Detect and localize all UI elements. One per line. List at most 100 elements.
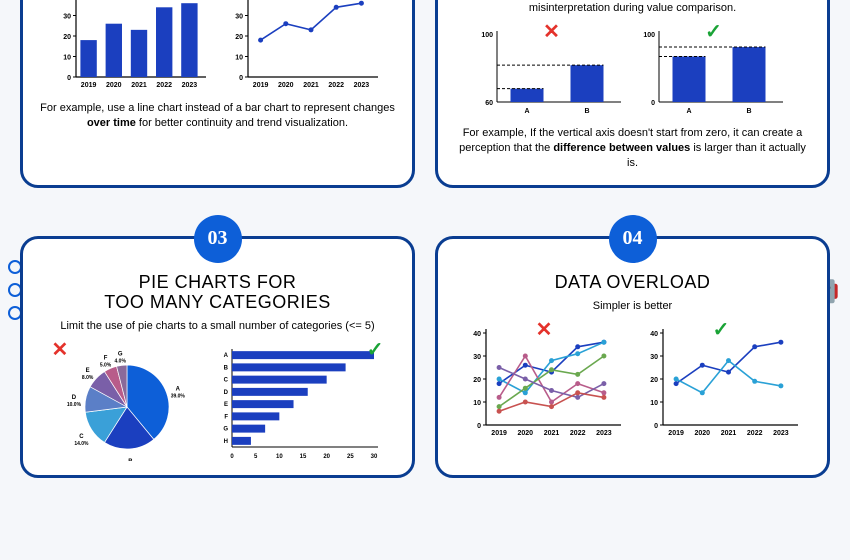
panel-zero-baseline: OF BAR CHARTS Ensure the y-axis of bar c… xyxy=(435,0,830,188)
panel4-wrong: ✕ 01020304020192020202120222023 xyxy=(462,321,627,441)
svg-text:25: 25 xyxy=(346,454,353,460)
svg-text:B: B xyxy=(746,108,751,115)
svg-text:2021: 2021 xyxy=(543,430,559,437)
svg-text:H: H xyxy=(223,439,227,445)
svg-text:2022: 2022 xyxy=(328,82,344,89)
svg-text:2022: 2022 xyxy=(569,430,585,437)
svg-text:A: A xyxy=(524,108,529,115)
svg-text:2021: 2021 xyxy=(131,82,147,89)
svg-text:4.0%: 4.0% xyxy=(114,358,126,364)
svg-text:2021: 2021 xyxy=(720,430,736,437)
svg-text:30: 30 xyxy=(650,354,658,361)
svg-text:0: 0 xyxy=(654,423,658,430)
svg-text:2023: 2023 xyxy=(596,430,612,437)
svg-text:2023: 2023 xyxy=(353,82,369,89)
check-icon: ✓ xyxy=(713,317,730,342)
svg-text:10: 10 xyxy=(650,400,658,407)
svg-text:2020: 2020 xyxy=(278,82,294,89)
x-icon: ✕ xyxy=(52,337,69,362)
svg-text:0: 0 xyxy=(239,75,243,82)
svg-text:8.0%: 8.0% xyxy=(81,375,93,381)
svg-text:2019: 2019 xyxy=(491,430,507,437)
panel3-sub: Limit the use of pie charts to a small n… xyxy=(39,319,396,333)
svg-text:0: 0 xyxy=(230,454,234,460)
svg-text:10: 10 xyxy=(473,400,481,407)
panel4-right: ✓ 01020304020192020202120222023 xyxy=(639,321,804,441)
svg-text:2022: 2022 xyxy=(746,430,762,437)
svg-text:14.0%: 14.0% xyxy=(74,441,89,447)
svg-text:2019: 2019 xyxy=(80,82,96,89)
svg-text:F: F xyxy=(103,355,107,361)
panel1-right: ✓ 01020304020192020202120222023 xyxy=(224,0,384,93)
svg-text:2021: 2021 xyxy=(303,82,319,89)
svg-text:2019: 2019 xyxy=(668,430,684,437)
svg-text:30: 30 xyxy=(370,454,377,460)
svg-text:A: A xyxy=(223,353,228,359)
svg-text:15: 15 xyxy=(299,454,306,460)
svg-text:60: 60 xyxy=(485,100,493,107)
svg-text:30: 30 xyxy=(235,14,243,21)
svg-text:39.0%: 39.0% xyxy=(170,394,185,400)
svg-text:B: B xyxy=(223,365,228,371)
svg-text:2020: 2020 xyxy=(694,430,710,437)
panel-pie-categories: 03 PIE CHARTS FORTOO MANY CATEGORIES Lim… xyxy=(20,236,415,478)
svg-text:D: D xyxy=(223,390,228,396)
svg-text:E: E xyxy=(85,368,89,374)
svg-text:2019: 2019 xyxy=(252,82,268,89)
panel-data-overload: 04 DATA OVERLOAD Simpler is better ✕ 010… xyxy=(435,236,830,478)
svg-text:20: 20 xyxy=(650,377,658,384)
svg-text:100: 100 xyxy=(643,32,655,39)
svg-text:A: A xyxy=(175,387,180,393)
svg-text:2023: 2023 xyxy=(181,82,197,89)
svg-text:G: G xyxy=(223,426,228,432)
svg-text:20: 20 xyxy=(473,377,481,384)
badge-04: 04 xyxy=(609,215,657,263)
svg-text:2023: 2023 xyxy=(773,430,789,437)
panel3-wrong: ✕ A39.0%B20.0%C14.0%D10.0%E8.0%F5.0%G4.0… xyxy=(52,341,202,461)
panel2-caption: For example, If the vertical axis doesn'… xyxy=(454,126,811,171)
panel1-caption: For example, use a line chart instead of… xyxy=(39,101,396,131)
svg-text:10.0%: 10.0% xyxy=(66,402,81,408)
panel2-right: ✓ 0100AB xyxy=(639,23,789,118)
svg-text:0: 0 xyxy=(477,423,481,430)
svg-text:B: B xyxy=(128,459,133,461)
svg-text:0: 0 xyxy=(67,75,71,82)
svg-text:A: A xyxy=(686,108,691,115)
panel2-wrong: ✕ 60100AB xyxy=(477,23,627,118)
svg-text:40: 40 xyxy=(473,331,481,338)
svg-text:40: 40 xyxy=(650,331,658,338)
svg-text:0: 0 xyxy=(651,100,655,107)
check-icon: ✓ xyxy=(359,0,376,4)
check-icon: ✓ xyxy=(705,19,722,44)
svg-text:F: F xyxy=(224,414,228,420)
svg-text:20: 20 xyxy=(235,34,243,41)
svg-text:30: 30 xyxy=(63,14,71,21)
svg-text:B: B xyxy=(584,108,589,115)
panel-chart-type: Avoid using the wrong chart type for you… xyxy=(20,0,415,188)
svg-text:2022: 2022 xyxy=(156,82,172,89)
svg-text:D: D xyxy=(71,395,76,401)
svg-text:10: 10 xyxy=(235,55,243,62)
x-icon: ✕ xyxy=(543,19,560,44)
svg-text:20: 20 xyxy=(323,454,330,460)
svg-text:G: G xyxy=(117,351,122,357)
svg-text:E: E xyxy=(223,402,227,408)
svg-text:2020: 2020 xyxy=(517,430,533,437)
x-icon: ✕ xyxy=(187,0,204,4)
check-icon: ✓ xyxy=(367,337,384,362)
panel4-sub: Simpler is better xyxy=(454,299,811,313)
svg-text:5: 5 xyxy=(253,454,257,460)
panel3-title: PIE CHARTS FORTOO MANY CATEGORIES xyxy=(39,273,396,313)
svg-text:2020: 2020 xyxy=(106,82,122,89)
svg-text:30: 30 xyxy=(473,354,481,361)
badge-03: 03 xyxy=(194,215,242,263)
panel3-right: ✓ 051015202530ABCDEFGH xyxy=(214,341,384,461)
panel1-wrong: ✕ 01020304020192020202120222023 xyxy=(52,0,212,93)
x-icon: ✕ xyxy=(536,317,553,342)
panel4-title: DATA OVERLOAD xyxy=(454,273,811,293)
svg-text:100: 100 xyxy=(481,32,493,39)
svg-text:20: 20 xyxy=(63,34,71,41)
panel2-sub: Ensure the y-axis of bar charts has a ze… xyxy=(454,0,811,15)
svg-text:C: C xyxy=(223,377,228,383)
svg-text:5.0%: 5.0% xyxy=(99,362,111,368)
